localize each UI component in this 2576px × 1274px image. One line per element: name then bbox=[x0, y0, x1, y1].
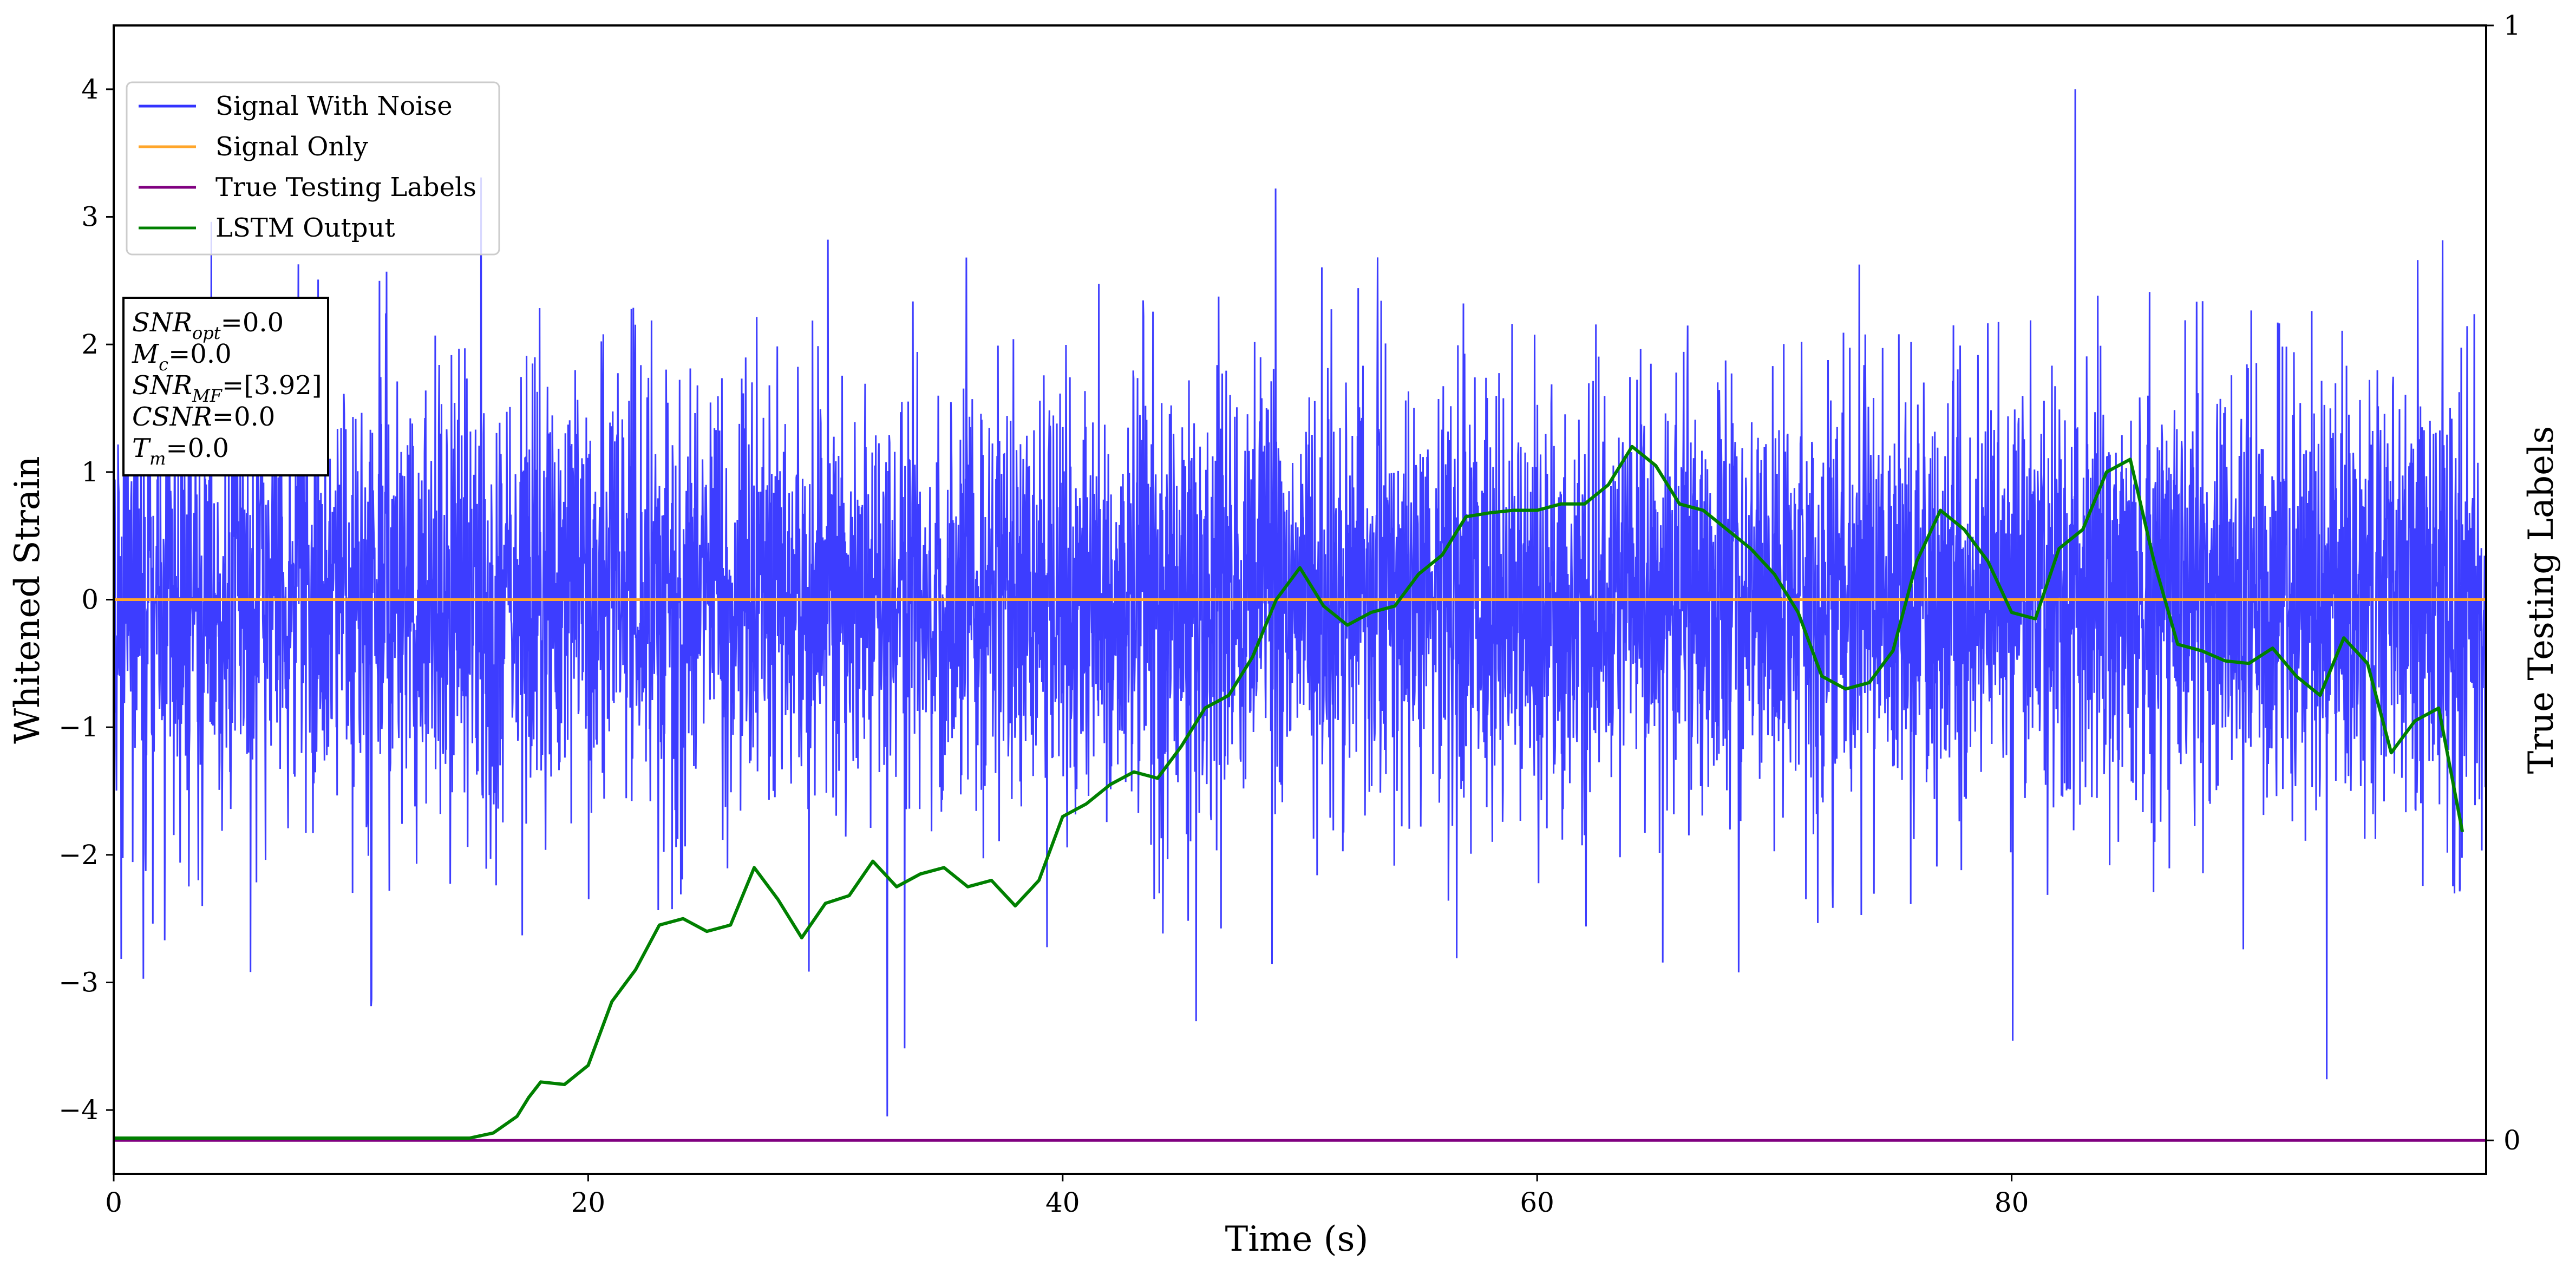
right-axis-title: True Testing Labels bbox=[2521, 426, 2561, 774]
signal-with-noise-line bbox=[114, 89, 2486, 1116]
right-tick-label: 0 bbox=[2503, 1125, 2521, 1156]
noise-series bbox=[114, 89, 2486, 1116]
y-tick-label: −2 bbox=[58, 839, 99, 871]
y-tick-label: −4 bbox=[58, 1094, 99, 1126]
legend-label-lstm-output: LSTM Output bbox=[215, 213, 395, 243]
parameter-annotation-box: SNRopt=0.0 Mc=0.0 SNRMF=[3.92] CSNR=0.0 … bbox=[122, 297, 329, 476]
right-tick-label: 1 bbox=[2503, 10, 2521, 41]
y-tick-label: 0 bbox=[81, 584, 99, 616]
annotation-snr-opt: SNRopt=0.0 bbox=[132, 308, 284, 343]
x-tick-label: 40 bbox=[1045, 1187, 1080, 1218]
y-tick-label: 3 bbox=[81, 201, 99, 233]
legend: Signal With Noise Signal Only True Testi… bbox=[126, 81, 500, 256]
legend-label-true-testing-labels: True Testing Labels bbox=[215, 172, 476, 202]
annotation-frame bbox=[122, 297, 329, 476]
legend-frame bbox=[126, 81, 500, 256]
line-series bbox=[114, 445, 2486, 1142]
y-tick-label: −1 bbox=[58, 711, 99, 743]
x-tick-label: 80 bbox=[1995, 1187, 2029, 1218]
y-tick-label: 2 bbox=[81, 329, 99, 360]
annotation-csnr: CSNR=0.0 bbox=[132, 402, 275, 432]
y-tick-label: 4 bbox=[81, 74, 99, 105]
legend-label-signal-with-noise: Signal With Noise bbox=[215, 91, 453, 121]
x-tick-label: 20 bbox=[571, 1187, 606, 1218]
legend-label-signal-only: Signal Only bbox=[215, 132, 368, 162]
y-tick-label: 1 bbox=[81, 456, 99, 488]
y-tick-label: −3 bbox=[58, 967, 99, 998]
annotation-chirp-mass: Mc=0.0 bbox=[132, 339, 232, 375]
x-axis-title: Time (s) bbox=[1225, 1219, 1369, 1259]
annotation-merger-time: Tm=0.0 bbox=[132, 433, 229, 469]
lstm-output-line bbox=[114, 445, 2464, 1140]
x-tick-label: 60 bbox=[1520, 1187, 1554, 1218]
y-axis-title: Whitened Strain bbox=[8, 456, 48, 743]
x-tick-label: 0 bbox=[105, 1187, 122, 1218]
annotation-snr-mf: SNRMF=[3.92] bbox=[132, 370, 322, 406]
